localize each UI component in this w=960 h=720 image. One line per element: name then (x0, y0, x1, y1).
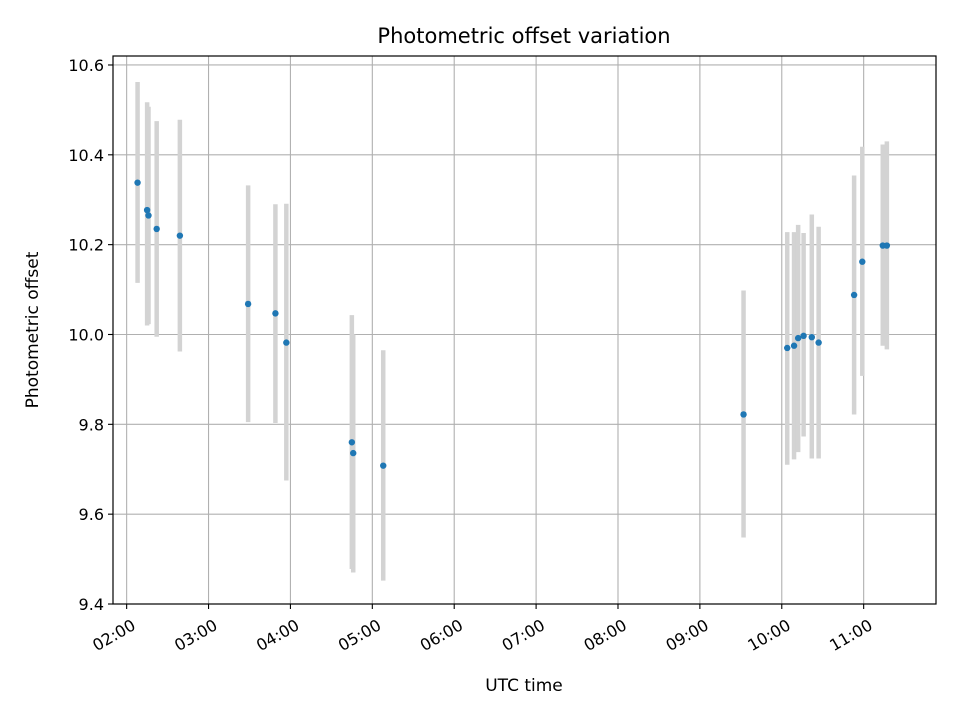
x-axis-label: UTC time (485, 676, 563, 696)
data-point (134, 179, 141, 186)
y-axis-label: Photometric offset (23, 251, 43, 408)
data-point (808, 333, 815, 341)
y-tick-label: 10.0 (68, 325, 104, 344)
x-tick-label: 02:00 (89, 615, 138, 655)
data-point (153, 225, 160, 233)
x-tick-label: 07:00 (499, 615, 548, 655)
y-tick-label: 10.6 (68, 56, 104, 75)
data-points (134, 179, 891, 469)
x-tick-label: 08:00 (581, 615, 630, 655)
x-tick-label: 06:00 (417, 615, 466, 655)
data-point (859, 258, 866, 265)
data-point (380, 462, 387, 469)
data-point (815, 339, 822, 346)
x-tick-label: 03:00 (171, 615, 220, 655)
y-tick-label: 9.4 (79, 595, 104, 614)
x-tick-label: 10:00 (744, 615, 793, 655)
data-point (784, 344, 791, 352)
data-point (143, 206, 151, 214)
data-point (176, 232, 184, 239)
x-tick-label: 11:00 (826, 615, 875, 655)
data-point (283, 339, 290, 346)
x-tick-label: 04:00 (253, 615, 302, 655)
data-point (740, 411, 747, 418)
data-point (348, 439, 356, 446)
data-point (800, 332, 807, 340)
data-point (850, 291, 858, 299)
data-point (145, 212, 152, 219)
chart-title: Photometric offset variation (377, 24, 670, 48)
data-point (794, 334, 802, 342)
x-tick-label: 05:00 (335, 615, 384, 655)
y-tick-label: 9.6 (79, 505, 104, 524)
data-point (790, 342, 798, 349)
data-point (272, 310, 279, 317)
x-axis-ticks: 02:00 03:00 04:00 05:00 06:00 07:00 08:00 09:00… (89, 604, 876, 655)
y-tick-label: 9.8 (79, 415, 104, 434)
error-bars (135, 82, 890, 581)
data-point (350, 449, 357, 457)
plot-frame (112, 55, 937, 605)
y-tick-label: 10.2 (68, 236, 104, 255)
y-axis-ticks: 9.4 9.6 9.8 10.0 10.2 10.4 10.6 (68, 56, 113, 614)
y-tick-label: 10.4 (68, 146, 104, 165)
data-point (883, 242, 891, 249)
x-tick-label: 09:00 (662, 615, 711, 655)
data-point (244, 300, 252, 308)
